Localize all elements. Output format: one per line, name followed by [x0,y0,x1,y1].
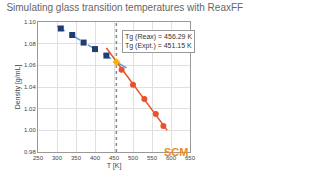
svg-text:550: 550 [147,155,158,161]
svg-text:Simulating glass transition te: Simulating glass transition temperatures… [6,2,243,13]
svg-text:1.08: 1.08 [24,41,36,47]
svg-text:0.98: 0.98 [24,149,36,155]
svg-text:500: 500 [128,155,139,161]
svg-text:400: 400 [90,155,101,161]
svg-text:Tg (Reax) = 456.29 KTg (Expt.): Tg (Reax) = 456.29 KTg (Expt.) = 451.15 … [125,33,192,50]
svg-text:300: 300 [52,155,63,161]
svg-text:450: 450 [109,155,120,161]
svg-text:350: 350 [71,155,82,161]
svg-text:Density [g/mL]: Density [g/mL] [14,65,22,110]
svg-text:250: 250 [33,155,44,161]
svg-text:650: 650 [185,155,196,161]
svg-text:1.06: 1.06 [24,62,36,68]
svg-text:1.04: 1.04 [24,84,36,90]
svg-text:600: 600 [166,155,177,161]
svg-text:1.10: 1.10 [24,19,36,25]
svg-text:SCM: SCM [164,146,188,158]
svg-text:1.02: 1.02 [24,106,36,112]
svg-text:1.00: 1.00 [24,127,36,133]
svg-text:T [K]: T [K] [107,162,122,170]
